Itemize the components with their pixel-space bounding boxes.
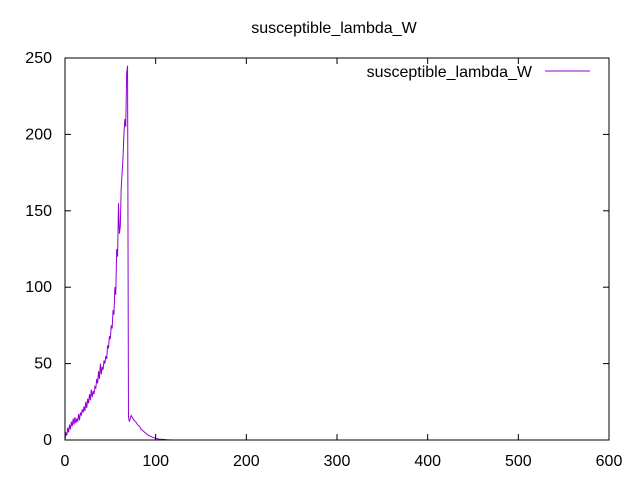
- y-tick-label: 100: [25, 279, 52, 296]
- y-tick-label: 250: [25, 50, 52, 67]
- legend-label: susceptible_lambda_W: [367, 64, 533, 81]
- plot-lines: [64, 65, 174, 441]
- x-tick-label: 600: [596, 453, 623, 470]
- x-tick-label: 0: [61, 453, 70, 470]
- y-tick-label: 200: [25, 126, 52, 143]
- y-tick-label: 0: [43, 432, 52, 449]
- y-axis-ticks: 0 50 100 150 200 250: [25, 50, 609, 449]
- x-tick-label: 300: [324, 453, 351, 470]
- x-axis-ticks: 0 100 200 300 400 500 600: [61, 58, 623, 470]
- y-tick-label: 50: [34, 356, 52, 373]
- y-tick-label: 150: [25, 203, 52, 220]
- x-tick-label: 200: [233, 453, 260, 470]
- chart-title: susceptible_lambda_W: [251, 20, 417, 37]
- plot-frame: [64, 57, 610, 441]
- x-tick-label: 400: [414, 453, 441, 470]
- legend: susceptible_lambda_W: [367, 64, 590, 81]
- series-line: [64, 65, 174, 441]
- x-tick-label: 100: [142, 453, 169, 470]
- x-tick-label: 500: [505, 453, 532, 470]
